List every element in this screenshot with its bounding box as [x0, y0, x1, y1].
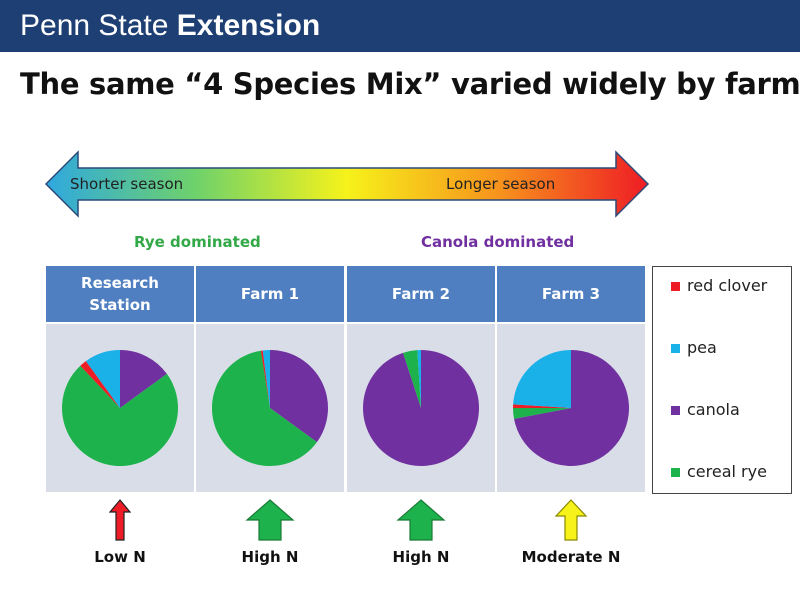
season-arrow [44, 150, 650, 218]
pie-slice-pea [513, 350, 571, 408]
pie-slice-red-clover [80, 361, 120, 408]
legend-label: pea [687, 338, 717, 357]
rye-dominated-label: Rye dominated [134, 233, 261, 251]
nitrogen-arrow-up [109, 499, 131, 541]
pie-slice-red-clover [512, 404, 571, 408]
pie-slice-cereal-rye [403, 350, 421, 408]
pie-slice-cereal-rye [61, 365, 178, 467]
column-header: Farm 2 [347, 266, 495, 322]
canola-dominated-label: Canola dominated [421, 233, 575, 251]
pie-slice-cereal-rye [513, 408, 571, 419]
pie-panel [196, 324, 344, 492]
pie-slice-pea [262, 350, 270, 408]
legend-swatch [671, 468, 680, 477]
legend-swatch [671, 344, 680, 353]
legend-swatch [671, 406, 680, 415]
pie-chart [61, 350, 178, 467]
nitrogen-arrow-up [396, 499, 446, 541]
legend: red clover pea canola cereal rye [652, 266, 792, 494]
pie-slice-canola [270, 350, 328, 443]
nitrogen-label: Moderate N [521, 548, 621, 566]
legend-label: red clover [687, 276, 768, 295]
brand-logo: Penn State Extension [20, 7, 320, 45]
pie-panel [347, 324, 495, 492]
shorter-season-label: Shorter season [70, 175, 184, 193]
nitrogen-arrow-shape [109, 499, 131, 541]
pie-slice-pea [417, 349, 421, 408]
pie-slice-red-clover [260, 350, 270, 408]
nitrogen-arrow-up [554, 499, 588, 541]
pie-slice-canola [514, 350, 630, 466]
nitrogen-label: Low N [94, 548, 146, 566]
slide-title: The same “4 Species Mix” varied widely b… [20, 67, 800, 101]
pie-slice-pea [85, 350, 120, 408]
pie-chart [363, 349, 480, 466]
nitrogen-arrow-shape [396, 499, 446, 541]
brand-regular: Penn State [20, 9, 177, 42]
legend-label: cereal rye [687, 462, 767, 481]
column-header: Farm 1 [196, 266, 344, 322]
nitrogen-arrow-shape [245, 499, 295, 541]
nitrogen-label: High N [392, 548, 450, 566]
brand-bold: Extension [176, 9, 321, 42]
header-banner: Penn State Extension [0, 0, 800, 52]
longer-season-label: Longer season [446, 175, 556, 193]
pie-slice-canola [363, 350, 480, 466]
pie-chart [211, 350, 328, 466]
nitrogen-arrow-up [245, 499, 295, 541]
pie-panel [46, 324, 194, 492]
pie-slice-canola [120, 350, 167, 408]
season-arrow-shape [44, 150, 650, 218]
pie-chart [512, 350, 630, 466]
column-header: Research Station [46, 266, 194, 322]
nitrogen-label: High N [241, 548, 299, 566]
legend-label: canola [687, 400, 740, 419]
pie-slice-cereal-rye [211, 350, 317, 466]
legend-swatch [671, 282, 680, 291]
pie-panel [497, 324, 645, 492]
nitrogen-arrow-shape [554, 499, 588, 541]
column-header: Farm 3 [497, 266, 645, 322]
